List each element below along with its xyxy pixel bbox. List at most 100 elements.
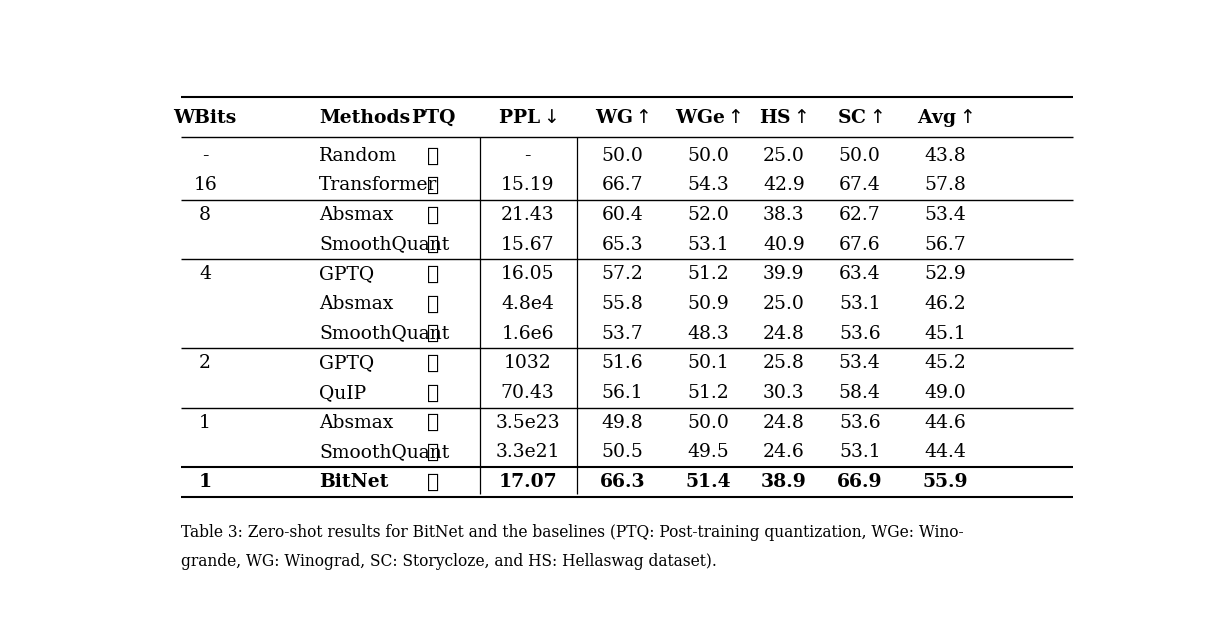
Text: 62.7: 62.7 [838, 206, 880, 224]
Text: 48.3: 48.3 [687, 325, 728, 343]
Text: 15.67: 15.67 [501, 236, 554, 254]
Text: ✓: ✓ [427, 324, 439, 343]
Text: 3.3e21: 3.3e21 [496, 443, 559, 461]
Text: 58.4: 58.4 [838, 384, 880, 402]
Text: Avg$\uparrow$: Avg$\uparrow$ [917, 107, 973, 129]
Text: 17.07: 17.07 [498, 473, 557, 491]
Text: ✓: ✓ [427, 354, 439, 373]
Text: 66.7: 66.7 [602, 177, 644, 195]
Text: 25.0: 25.0 [763, 146, 804, 164]
Text: SmoothQuant: SmoothQuant [319, 236, 449, 254]
Text: 53.4: 53.4 [924, 206, 966, 224]
Text: -: - [524, 146, 531, 164]
Text: 45.2: 45.2 [924, 354, 966, 372]
Text: 49.0: 49.0 [924, 384, 966, 402]
Text: 53.1: 53.1 [838, 443, 880, 461]
Text: 53.7: 53.7 [602, 325, 644, 343]
Text: 44.6: 44.6 [924, 413, 966, 431]
Text: 67.4: 67.4 [838, 177, 880, 195]
Text: SmoothQuant: SmoothQuant [319, 443, 449, 461]
Text: 44.4: 44.4 [924, 443, 966, 461]
Text: 25.0: 25.0 [763, 295, 804, 313]
Text: Absmax: Absmax [319, 295, 393, 313]
Text: 4: 4 [200, 265, 212, 283]
Text: 1032: 1032 [504, 354, 552, 372]
Text: SmoothQuant: SmoothQuant [319, 325, 449, 343]
Text: 49.8: 49.8 [602, 413, 644, 431]
Text: 1: 1 [200, 413, 211, 431]
Text: ✓: ✓ [427, 295, 439, 313]
Text: ✓: ✓ [427, 443, 439, 462]
Text: 50.0: 50.0 [687, 146, 728, 164]
Text: 50.0: 50.0 [602, 146, 644, 164]
Text: QuIP: QuIP [319, 384, 366, 402]
Text: PPL$\downarrow$: PPL$\downarrow$ [498, 109, 557, 127]
Text: ✗: ✗ [427, 175, 439, 195]
Text: 21.43: 21.43 [501, 206, 554, 224]
Text: 38.9: 38.9 [761, 473, 807, 491]
Text: 51.2: 51.2 [687, 384, 728, 402]
Text: ✓: ✓ [427, 265, 439, 284]
Text: 38.3: 38.3 [763, 206, 804, 224]
Text: 15.19: 15.19 [501, 177, 554, 195]
Text: 42.9: 42.9 [763, 177, 804, 195]
Text: 51.2: 51.2 [687, 265, 728, 283]
Text: 66.3: 66.3 [600, 473, 645, 491]
Text: grande, WG: Winograd, SC: Storycloze, and HS: Hellaswag dataset).: grande, WG: Winograd, SC: Storycloze, an… [181, 553, 717, 569]
Text: 50.1: 50.1 [687, 354, 728, 372]
Text: Methods: Methods [319, 109, 410, 127]
Text: ✗: ✗ [427, 146, 439, 166]
Text: 16.05: 16.05 [501, 265, 554, 283]
Text: 52.0: 52.0 [687, 206, 728, 224]
Text: WGe$\uparrow$: WGe$\uparrow$ [674, 109, 742, 127]
Text: 50.0: 50.0 [687, 413, 728, 431]
Text: 53.6: 53.6 [838, 413, 880, 431]
Text: 46.2: 46.2 [924, 295, 966, 313]
Text: 56.1: 56.1 [602, 384, 644, 402]
Text: ✓: ✓ [427, 383, 439, 403]
Text: 4.8e4: 4.8e4 [502, 295, 554, 313]
Text: 53.6: 53.6 [838, 325, 880, 343]
Text: 43.8: 43.8 [924, 146, 966, 164]
Text: 39.9: 39.9 [763, 265, 804, 283]
Text: GPTQ: GPTQ [319, 265, 375, 283]
Text: ✓: ✓ [427, 205, 439, 225]
Text: Absmax: Absmax [319, 413, 393, 431]
Text: HS$\uparrow$: HS$\uparrow$ [759, 109, 808, 127]
Text: WBits: WBits [174, 109, 236, 127]
Text: 45.1: 45.1 [924, 325, 966, 343]
Text: 50.5: 50.5 [602, 443, 644, 461]
Text: 60.4: 60.4 [602, 206, 644, 224]
Text: BitNet: BitNet [319, 473, 388, 491]
Text: PTQ: PTQ [410, 109, 455, 127]
Text: 30.3: 30.3 [763, 384, 804, 402]
Text: ✗: ✗ [427, 472, 439, 492]
Text: WG$\uparrow$: WG$\uparrow$ [595, 109, 650, 127]
Text: Absmax: Absmax [319, 206, 393, 224]
Text: SC$\uparrow$: SC$\uparrow$ [837, 109, 883, 127]
Text: 40.9: 40.9 [763, 236, 804, 254]
Text: 24.8: 24.8 [763, 325, 804, 343]
Text: 51.6: 51.6 [602, 354, 644, 372]
Text: 54.3: 54.3 [687, 177, 728, 195]
Text: Table 3: Zero-shot results for BitNet and the baselines (PTQ: Post-training quan: Table 3: Zero-shot results for BitNet an… [181, 524, 965, 541]
Text: 66.9: 66.9 [837, 473, 883, 491]
Text: 53.1: 53.1 [687, 236, 728, 254]
Text: ✓: ✓ [427, 235, 439, 254]
Text: 52.9: 52.9 [924, 265, 966, 283]
Text: 50.9: 50.9 [687, 295, 728, 313]
Text: GPTQ: GPTQ [319, 354, 375, 372]
Text: ✓: ✓ [427, 413, 439, 432]
Text: 1.6e6: 1.6e6 [502, 325, 554, 343]
Text: 55.9: 55.9 [923, 473, 968, 491]
Text: 2: 2 [200, 354, 212, 372]
Text: 55.8: 55.8 [602, 295, 644, 313]
Text: 50.0: 50.0 [838, 146, 880, 164]
Text: 57.2: 57.2 [602, 265, 644, 283]
Text: 24.6: 24.6 [763, 443, 804, 461]
Text: 24.8: 24.8 [763, 413, 804, 431]
Text: 1: 1 [198, 473, 212, 491]
Text: 57.8: 57.8 [924, 177, 966, 195]
Text: 67.6: 67.6 [838, 236, 880, 254]
Text: 65.3: 65.3 [602, 236, 644, 254]
